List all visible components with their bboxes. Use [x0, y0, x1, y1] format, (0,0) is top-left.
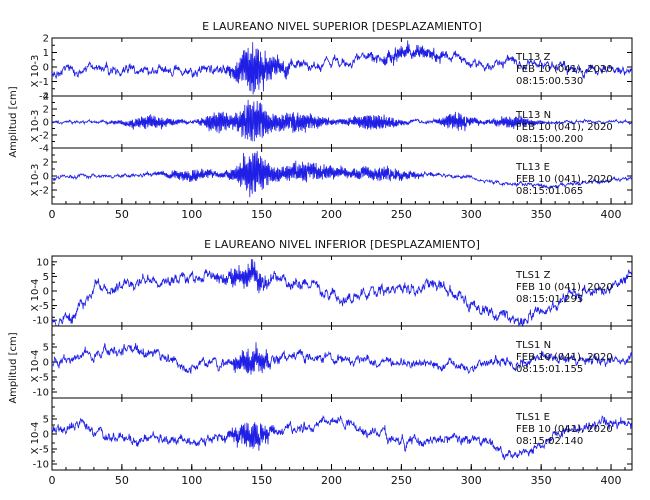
x-tick-label: 400 — [601, 474, 622, 487]
y-tick-label: 10 — [36, 257, 49, 268]
y-tick-label: 0 — [43, 358, 49, 369]
station-info-line: TLS1 Z — [515, 270, 551, 281]
y-tick-label: -2 — [39, 186, 49, 197]
y-tick-label: -5 — [39, 445, 49, 456]
station-info-line: TL13 Z — [515, 52, 551, 63]
station-info-line: 08:15:00.200 — [516, 134, 583, 145]
waveform-trace — [51, 342, 633, 375]
y-tick-label: 2 — [43, 105, 49, 116]
x-tick-label: 250 — [391, 208, 412, 221]
x-tick-label: 50 — [115, 474, 129, 487]
station-info-line: FEB 10 (041), 2020 — [516, 424, 613, 435]
y-tick-label: 5 — [43, 343, 49, 354]
waveform-trace — [52, 99, 633, 142]
waveform-trace — [51, 259, 633, 328]
y-axis-label: Amplitud [cm] — [8, 86, 19, 157]
station-info-line: FEB 10 (041), 2020 — [516, 282, 613, 293]
station-info-line: FEB 10 (041), 2020 — [516, 64, 613, 75]
y-tick-label: 0 — [43, 118, 49, 129]
y-tick-label: -10 — [33, 460, 49, 471]
station-info-line: TL13 N — [515, 110, 551, 121]
waveform-trace — [51, 151, 633, 198]
waveform-trace — [51, 414, 633, 460]
scale-label: X 10-3 — [30, 110, 41, 143]
x-tick-label: 50 — [115, 208, 129, 221]
scale-label: X 10-3 — [30, 55, 41, 88]
station-info-line: FEB 10 (041), 2020 — [516, 352, 613, 363]
station-info-line: 08:15:02.140 — [516, 436, 583, 447]
y-tick-label: 0 — [43, 287, 49, 298]
station-info-line: 08:15:00.530 — [516, 76, 583, 87]
x-tick-label: 150 — [251, 474, 272, 487]
y-tick-label: -2 — [39, 92, 49, 103]
x-tick-label: 350 — [531, 208, 552, 221]
y-tick-label: 0 — [43, 172, 49, 183]
scale-label: X 10-3 — [30, 164, 41, 197]
x-tick-label: 250 — [391, 474, 412, 487]
y-tick-label: -10 — [33, 316, 49, 327]
y-axis-label: Amplitud [cm] — [8, 332, 19, 403]
station-info-line: TLS1 E — [515, 412, 550, 423]
y-tick-label: 2 — [43, 158, 49, 169]
x-tick-label: 150 — [251, 208, 272, 221]
station-info-line: 08:15:01.295 — [516, 294, 583, 305]
station-info-line: FEB 10 (041), 2020 — [516, 122, 613, 133]
y-tick-label: 4 — [43, 92, 49, 103]
x-tick-label: 300 — [461, 474, 482, 487]
y-tick-label: 0 — [43, 63, 49, 74]
chart-title: E LAUREANO NIVEL INFERIOR [DESPLAZAMIENT… — [204, 238, 480, 251]
scale-label: X 10-4 — [30, 350, 41, 383]
x-tick-label: 200 — [321, 474, 342, 487]
x-tick-label: 0 — [49, 474, 56, 487]
waveform-trace — [51, 40, 633, 95]
x-tick-label: 100 — [181, 208, 202, 221]
y-tick-label: -4 — [39, 144, 49, 155]
chart-title: E LAUREANO NIVEL SUPERIOR [DESPLAZAMIENT… — [202, 20, 482, 33]
x-tick-label: 300 — [461, 208, 482, 221]
y-tick-label: 5 — [43, 272, 49, 283]
station-info-line: FEB 10 (041), 2020 — [516, 174, 613, 185]
y-tick-label: -2 — [39, 131, 49, 142]
y-tick-label: -1 — [39, 77, 49, 88]
station-info-line: TL13 E — [515, 162, 550, 173]
scale-label: X 10-4 — [30, 422, 41, 455]
station-info-line: 08:15:01.065 — [516, 186, 583, 197]
y-tick-label: -5 — [39, 301, 49, 312]
station-info-line: TLS1 N — [515, 340, 551, 351]
y-tick-label: -10 — [33, 388, 49, 399]
x-tick-label: 200 — [321, 208, 342, 221]
scale-label: X 10-4 — [30, 279, 41, 312]
y-tick-label: 0 — [43, 430, 49, 441]
y-tick-label: 1 — [43, 48, 49, 59]
x-tick-label: 0 — [49, 208, 56, 221]
station-info-line: 08:15:01.155 — [516, 364, 583, 375]
y-tick-label: -5 — [39, 373, 49, 384]
y-tick-label: 2 — [43, 34, 49, 45]
x-tick-label: 100 — [181, 474, 202, 487]
x-tick-label: 400 — [601, 208, 622, 221]
x-tick-label: 350 — [531, 474, 552, 487]
y-tick-label: 5 — [43, 415, 49, 426]
